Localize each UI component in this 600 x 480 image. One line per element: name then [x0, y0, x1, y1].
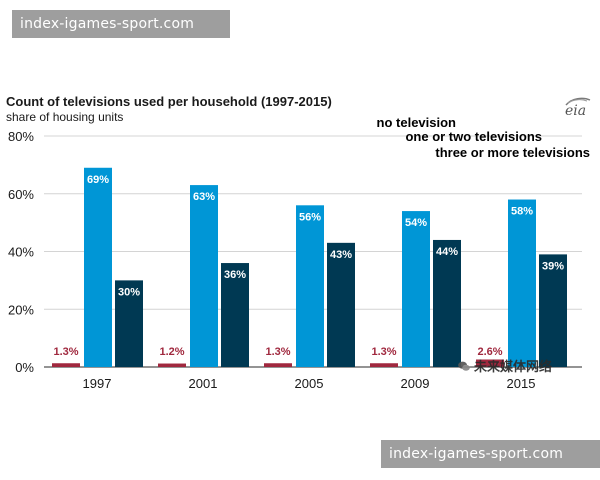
bar-label: 2.6%: [477, 346, 502, 358]
bar-three-or-more-televisions-2009: [433, 239, 461, 367]
y-tick-label: 60%: [8, 187, 34, 202]
watermark-bottom: index-igames-sport.com: [381, 440, 600, 468]
bar-no-television-2005: [264, 363, 292, 367]
bar-label: 69%: [87, 174, 109, 186]
wechat-watermark-text: 未来媒体网络: [474, 360, 553, 375]
bar-label: 1.3%: [265, 346, 290, 358]
x-tick-label: 2009: [401, 376, 430, 391]
bar-label: 30%: [118, 286, 140, 298]
bars: 1.3% 69% 30% 1.2% 63% 36% 1.3% 56% 43% 1.3% 54% 44%…: [52, 167, 567, 367]
bar-label: 1.3%: [53, 346, 78, 358]
bar-one-or-two-televisions-2015: [508, 199, 536, 367]
bar-three-or-more-televisions-1997: [115, 280, 143, 367]
bar-label: 56%: [299, 211, 321, 223]
bar-label: 36%: [224, 269, 246, 281]
y-tick-label: 0%: [15, 360, 34, 375]
x-axis: 1997 2001 2005 2009 2015: [83, 376, 536, 391]
bar-label: 54%: [405, 217, 427, 229]
bar-one-or-two-televisions-2005: [296, 205, 324, 367]
watermark-top: index-igames-sport.com: [12, 10, 230, 38]
bar-label: 1.2%: [159, 346, 184, 358]
legend-one-or-two-televisions: one or two televisions: [405, 129, 542, 144]
bar-no-television-1997: [52, 363, 80, 367]
wechat-watermark: 未来媒体网络: [458, 356, 552, 375]
y-tick-label: 20%: [8, 302, 34, 317]
bar-label: 58%: [511, 206, 533, 218]
y-tick-label: 80%: [8, 129, 34, 144]
legend-no-television: no television: [376, 115, 456, 130]
chart-subtitle: share of housing units: [6, 110, 124, 124]
bar-one-or-two-televisions-2001: [190, 185, 218, 367]
eia-logo-icon: eia: [565, 97, 591, 116]
bar-no-television-2009: [370, 363, 398, 367]
wechat-icon: [458, 361, 470, 371]
x-tick-label: 2015: [507, 376, 536, 391]
chart-title: Count of televisions used per household …: [6, 94, 332, 109]
bar-no-television-2001: [158, 363, 186, 367]
bar-label: 43%: [330, 249, 352, 261]
y-tick-label: 40%: [8, 245, 34, 260]
bar-three-or-more-televisions-2001: [221, 263, 249, 367]
x-tick-label: 2001: [189, 376, 218, 391]
bar-three-or-more-televisions-2015: [539, 254, 567, 367]
y-axis: 0% 20% 40% 60% 80%: [8, 129, 34, 375]
bar-label: 1.3%: [371, 346, 396, 358]
bar-one-or-two-televisions-1997: [84, 167, 112, 367]
x-tick-label: 1997: [83, 376, 112, 391]
bar-three-or-more-televisions-2005: [327, 242, 355, 367]
bar-label: 63%: [193, 191, 215, 203]
bar-label: 44%: [436, 246, 458, 258]
bar-one-or-two-televisions-2009: [402, 211, 430, 367]
eia-logo-text: eia: [565, 103, 586, 116]
x-tick-label: 2005: [295, 376, 324, 391]
legend-three-or-more-televisions: three or more televisions: [435, 145, 590, 160]
bar-label: 39%: [542, 260, 564, 272]
bar-no-television-2015: [476, 359, 504, 367]
